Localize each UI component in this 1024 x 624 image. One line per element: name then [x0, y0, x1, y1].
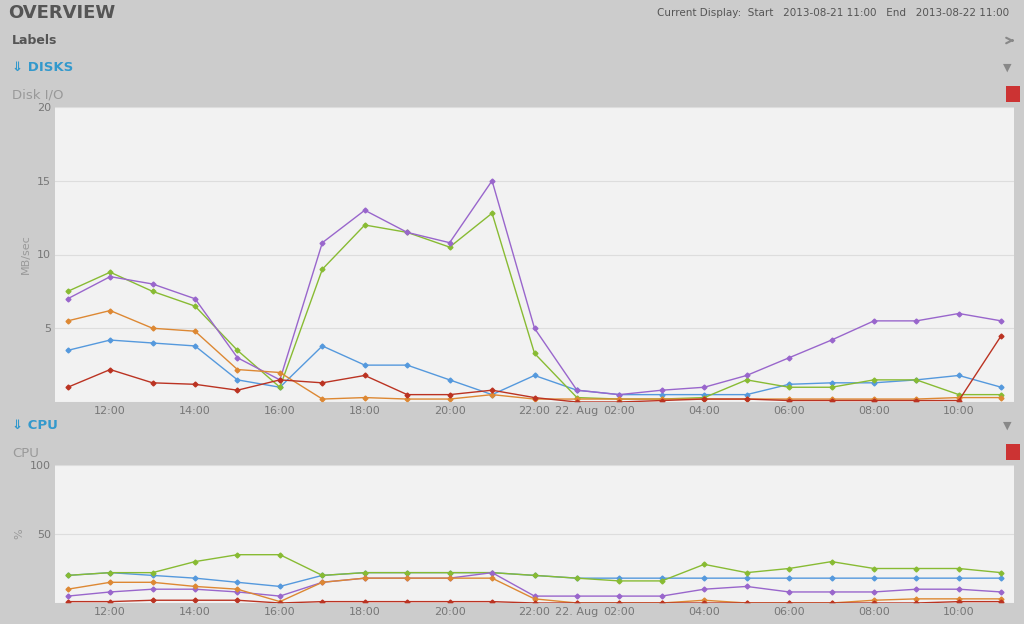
Text: CPU: CPU [12, 447, 39, 460]
Text: Labels: Labels [12, 34, 57, 47]
Text: ⇓ DISKS: ⇓ DISKS [12, 61, 74, 74]
Text: ▼: ▼ [1004, 62, 1012, 72]
Y-axis label: %: % [14, 529, 25, 539]
Text: ⇓ CPU: ⇓ CPU [12, 419, 58, 432]
Text: Current Display:  Start   2013-08-21 11:00   End   2013-08-22 11:00: Current Display: Start 2013-08-21 11:00 … [656, 9, 1009, 19]
Text: Disk I/O: Disk I/O [12, 89, 63, 102]
Y-axis label: MB/sec: MB/sec [22, 235, 31, 275]
Text: ▼: ▼ [1004, 421, 1012, 431]
Bar [1006, 444, 1020, 460]
Text: OVERVIEW: OVERVIEW [8, 4, 116, 22]
Bar [1006, 86, 1020, 102]
